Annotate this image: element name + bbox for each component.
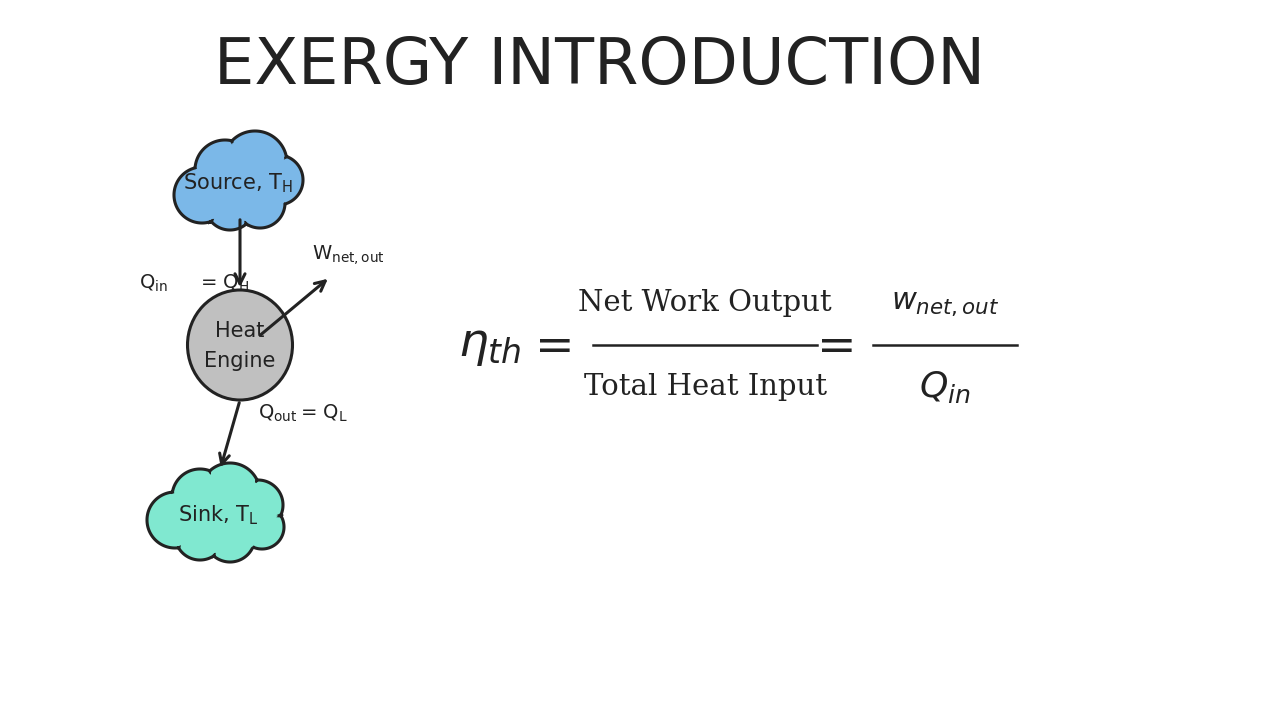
Text: Sink, T$_\mathregular{L}$: Sink, T$_\mathregular{L}$ xyxy=(178,503,259,527)
Text: $=$: $=$ xyxy=(808,323,852,368)
Text: Net Work Output: Net Work Output xyxy=(579,289,832,317)
Polygon shape xyxy=(147,463,284,562)
Text: = Q$_\mathregular{L}$: = Q$_\mathregular{L}$ xyxy=(300,402,348,423)
Text: $\eta_{th}$: $\eta_{th}$ xyxy=(458,323,522,368)
Ellipse shape xyxy=(187,290,293,400)
Text: Source, T$_\mathregular{H}$: Source, T$_\mathregular{H}$ xyxy=(183,171,293,195)
Text: EXERGY INTRODUCTION: EXERGY INTRODUCTION xyxy=(215,35,986,97)
Text: Total Heat Input: Total Heat Input xyxy=(584,373,827,401)
Text: $w_{net,out}$: $w_{net,out}$ xyxy=(891,287,1000,318)
Text: $Q_{in}$: $Q_{in}$ xyxy=(919,369,970,405)
Text: $=$: $=$ xyxy=(525,323,571,368)
Text: Engine: Engine xyxy=(205,351,275,371)
Text: W$_\mathregular{net,out}$: W$_\mathregular{net,out}$ xyxy=(312,243,385,267)
Text: Heat: Heat xyxy=(215,321,265,341)
Text: Q$_\mathregular{in}$: Q$_\mathregular{in}$ xyxy=(140,272,168,294)
Polygon shape xyxy=(174,131,303,230)
Text: = Q$_\mathregular{H}$: = Q$_\mathregular{H}$ xyxy=(200,272,250,294)
Text: Q$_\mathregular{out}$: Q$_\mathregular{out}$ xyxy=(259,402,297,423)
